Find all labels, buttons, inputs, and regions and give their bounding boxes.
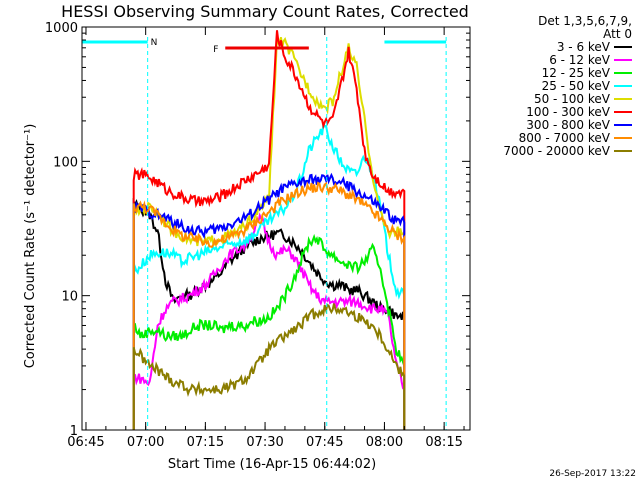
- x-axis-label: Start Time (16-Apr-15 06:44:02): [168, 457, 376, 472]
- series-line-8: [132, 303, 406, 430]
- y-tick-label-2: 100: [53, 155, 78, 170]
- series-line-6: [132, 172, 406, 430]
- footer-date: 26-Sep-2017 13:22: [549, 469, 636, 479]
- axes: 06:45 07:00 07:15 07:30 07:45 08:00 08:15 1 10 10…: [45, 21, 471, 450]
- x-tick-label-3: 07:30: [246, 435, 283, 450]
- y-tick-label-0: 1: [70, 424, 78, 439]
- series-line-3: [132, 121, 406, 430]
- legend-label-8: 7000 - 20000 keV: [503, 144, 610, 158]
- legend-label-6: 300 - 800 keV: [526, 118, 610, 132]
- plot-frame: [81, 26, 471, 431]
- series-line-5: [132, 30, 406, 430]
- legend-label-5: 100 - 300 keV: [526, 105, 610, 119]
- series-line-2: [132, 233, 406, 430]
- x-tick-label-4: 07:45: [306, 435, 343, 450]
- legend-label-3: 25 - 50 keV: [542, 79, 611, 93]
- legend-label-2: 12 - 25 keV: [542, 66, 611, 80]
- legend-label-4: 50 - 100 keV: [534, 92, 611, 106]
- legend-label-1: 6 - 12 keV: [549, 53, 611, 67]
- y-tick-label-1: 10: [61, 290, 78, 305]
- chart-title: HESSI Observing Summary Count Rates, Cor…: [61, 2, 469, 21]
- legend-label-7: 800 - 7000 keV: [519, 131, 611, 145]
- legend-header-line-1: Det 1,3,5,6,7,9,: [538, 14, 632, 28]
- plot-area: NF: [82, 30, 447, 430]
- y-tick-label-3: 1000: [45, 21, 78, 36]
- x-tick-label-0: 06:45: [67, 435, 104, 450]
- series-line-1: [132, 212, 406, 430]
- legend-label-0: 3 - 6 keV: [557, 40, 611, 54]
- night-bar-label-0: N: [151, 38, 158, 48]
- legend-header-line-2: Att 0: [603, 27, 632, 41]
- y-axis-label: Corrected Count Rate (s⁻¹ detector⁻¹): [23, 124, 38, 369]
- series-line-7: [132, 181, 406, 430]
- flare-bar-label: F: [213, 45, 218, 55]
- x-tick-label-2: 07:15: [187, 435, 224, 450]
- x-tick-label-6: 08:15: [425, 435, 462, 450]
- x-tick-label-5: 08:00: [366, 435, 403, 450]
- x-tick-label-1: 07:00: [127, 435, 164, 450]
